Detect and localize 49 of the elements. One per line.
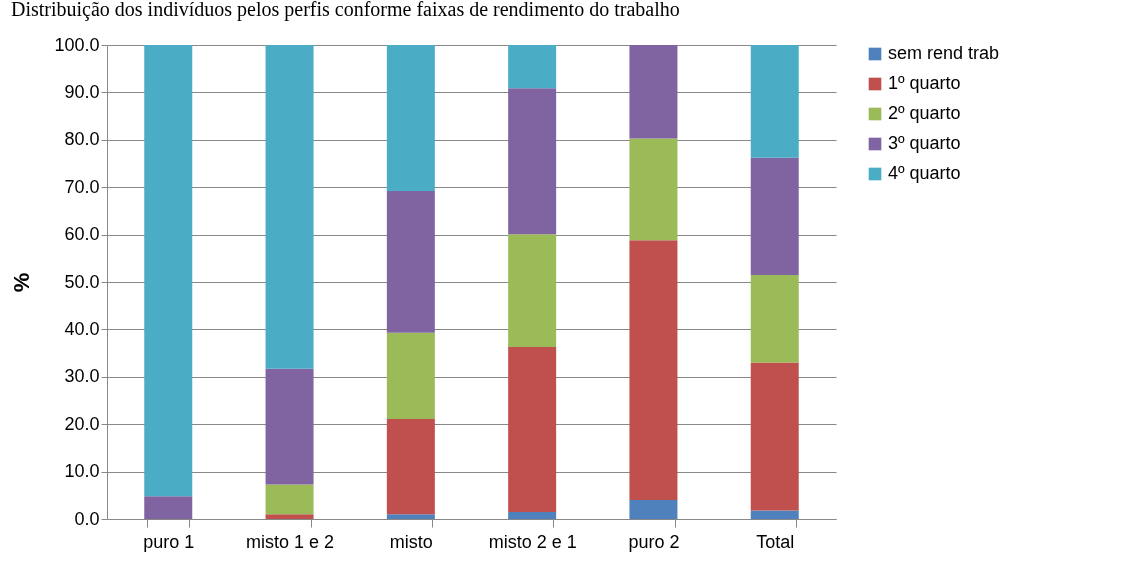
y-tick-label: 0.0	[74, 508, 100, 529]
bar	[265, 514, 314, 519]
bar	[508, 346, 557, 512]
y-tick-label: 30.0	[64, 366, 100, 387]
bar	[629, 240, 678, 501]
bar	[144, 496, 193, 519]
bar	[750, 274, 799, 363]
legend-label: 4º quarto	[888, 163, 961, 183]
bar	[508, 45, 557, 89]
y-tick-label: 70.0	[64, 176, 100, 197]
y-tick-label: 60.0	[64, 224, 100, 245]
y-tick-label: 10.0	[64, 461, 100, 482]
bar	[629, 500, 678, 519]
bar	[265, 484, 314, 515]
bar	[508, 511, 557, 519]
bar	[750, 362, 799, 511]
bar	[144, 45, 193, 497]
chart-title: Distribuição dos indivíduos pelos perfis conforme faixas de rendimento do trabalho	[10, 0, 680, 21]
y-tick-label: 40.0	[64, 318, 100, 339]
x-tick-label: puro 2	[628, 531, 680, 552]
bar	[386, 514, 435, 519]
bar	[265, 45, 314, 369]
bar	[386, 45, 435, 191]
legend-label: 1º quarto	[888, 73, 961, 93]
x-tick-label: misto 1 e 2	[246, 531, 335, 552]
y-tick-label: 50.0	[64, 271, 100, 292]
x-tick-label: misto	[389, 531, 433, 552]
legend-label: 3º quarto	[888, 133, 961, 153]
bar	[629, 138, 678, 241]
legend-label: sem rend trab	[888, 43, 1000, 63]
bar	[750, 45, 799, 158]
y-tick-label: 80.0	[64, 129, 100, 150]
y-axis-title: %	[9, 272, 35, 293]
bar	[265, 368, 314, 485]
y-tick-label: 90.0	[64, 81, 100, 102]
x-tick-label: Total	[756, 531, 795, 552]
y-tick-label: 20.0	[64, 413, 100, 434]
bar	[508, 234, 557, 347]
bar	[508, 88, 557, 235]
bar	[386, 190, 435, 333]
x-tick-label: misto 2 e 1	[488, 531, 577, 552]
bar	[629, 45, 678, 139]
bar	[750, 157, 799, 275]
bar	[750, 510, 799, 519]
bar	[386, 418, 435, 515]
legend-label: 2º quarto	[888, 103, 961, 123]
x-tick-label: puro 1	[143, 531, 195, 552]
y-tick-label: 100.0	[54, 34, 100, 55]
bar	[386, 332, 435, 419]
